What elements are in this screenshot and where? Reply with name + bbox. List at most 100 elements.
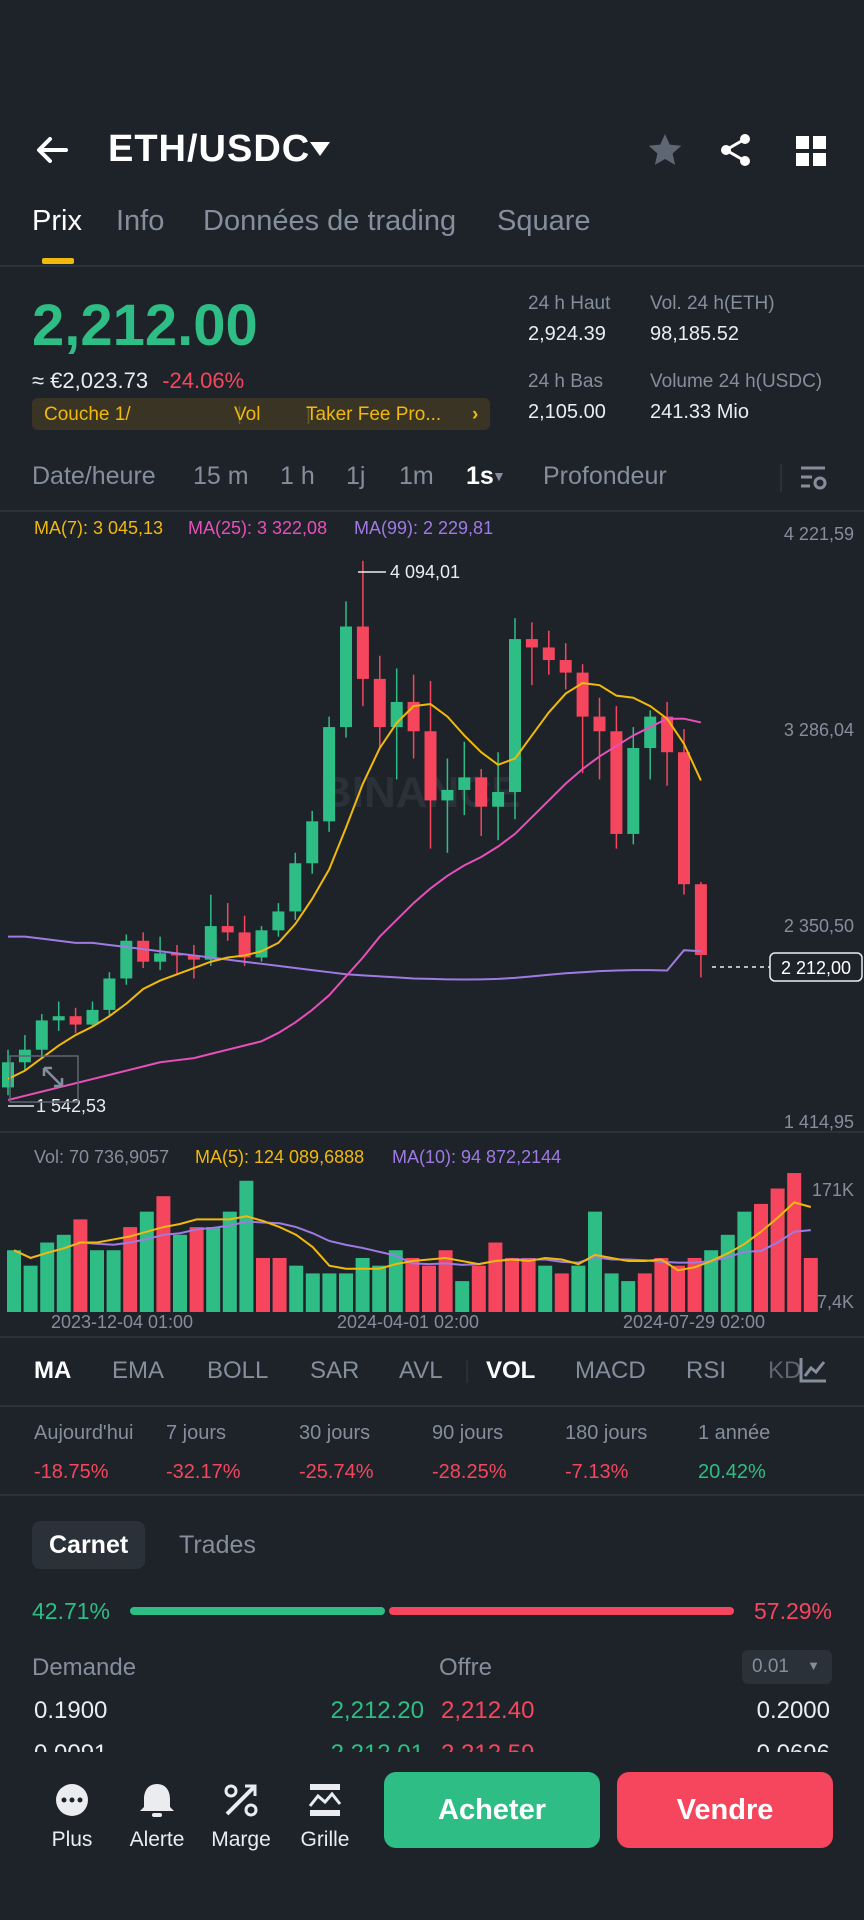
caret-down-icon[interactable] <box>308 140 332 158</box>
indicator-boll[interactable]: BOLL <box>207 1357 269 1384</box>
divider <box>0 1494 864 1496</box>
volume-bar <box>239 1180 254 1312</box>
divider <box>0 510 864 512</box>
pair-title[interactable]: ETH/USDC <box>108 128 311 170</box>
volume-bar <box>521 1257 536 1312</box>
candle <box>154 936 167 971</box>
volume-bar <box>355 1257 370 1312</box>
candle <box>255 926 268 962</box>
sell-button[interactable]: Vendre <box>617 1772 833 1848</box>
expand-icon[interactable] <box>9 1055 79 1103</box>
ma25-label: MA(25): 3 322,08 <box>188 518 327 538</box>
price-axis-label: 4 221,59 <box>784 524 854 544</box>
interval-1m[interactable]: 1m <box>399 462 434 490</box>
candle <box>661 701 674 786</box>
tag-taker-fee[interactable]: Taker Fee Pro... <box>306 404 442 425</box>
candle <box>238 915 251 966</box>
vol-ma10-label: MA(10): 94 872,2144 <box>392 1147 561 1167</box>
vol-eth-label: Vol. 24 h(ETH) <box>650 293 775 314</box>
ask-header: Offre <box>439 1654 492 1681</box>
candle <box>204 894 217 966</box>
nav-margin[interactable]: Marge <box>201 1780 281 1852</box>
tab-orderbook[interactable]: Carnet <box>32 1521 146 1569</box>
perf-7d: 7 jours -32.17% <box>166 1422 241 1483</box>
candle <box>187 944 200 979</box>
indicator-ma[interactable]: MA <box>34 1357 72 1384</box>
candle <box>340 601 352 738</box>
nav-grid[interactable]: Grille <box>285 1780 365 1852</box>
interval-15m[interactable]: 15 m <box>193 462 249 490</box>
back-arrow-icon[interactable] <box>34 132 70 168</box>
interval-depth[interactable]: Profondeur <box>543 462 667 490</box>
volume-bar <box>339 1273 353 1312</box>
volume-bar <box>637 1273 652 1312</box>
candle <box>525 622 538 686</box>
tab-prix[interactable]: Prix <box>32 205 82 237</box>
orderbook-row[interactable]: 0.1900 2,212.20 2,212.40 0.2000 <box>34 1697 830 1724</box>
grid-layout-icon[interactable] <box>794 134 828 168</box>
candle <box>2 1049 14 1096</box>
fiat-price-row: ≈ €2,023.73 -24.06% <box>32 368 244 394</box>
indicator-settings-icon[interactable] <box>798 1356 828 1384</box>
tab-square[interactable]: Square <box>497 205 591 237</box>
depth-select[interactable]: 0.01 ▼ <box>742 1650 832 1684</box>
volume-bar <box>754 1203 768 1312</box>
indicator-ema[interactable]: EMA <box>112 1357 165 1384</box>
volume-bar <box>139 1211 154 1312</box>
volume-bar <box>621 1281 636 1312</box>
volume-bar <box>73 1219 88 1312</box>
volume-bar <box>123 1227 138 1312</box>
volume-bar <box>106 1250 121 1312</box>
volume-bar <box>23 1265 38 1312</box>
favorite-star-icon[interactable] <box>646 132 684 168</box>
ma99-label: MA(99): 2 229,81 <box>354 518 493 538</box>
top-bar: ETH/USDC <box>0 110 864 190</box>
divider <box>780 464 782 492</box>
volume-bar <box>704 1250 719 1312</box>
tag-vol[interactable]: Vol <box>234 404 261 425</box>
candle <box>69 1007 82 1033</box>
nav-more[interactable]: Plus <box>32 1780 112 1852</box>
indicator-avl[interactable]: AVL <box>399 1357 443 1384</box>
divider <box>0 1405 864 1407</box>
interval-1s[interactable]: 1s <box>466 462 494 490</box>
vol-eth-value: 98,185.52 <box>650 323 739 345</box>
volume-bar <box>488 1242 503 1312</box>
nav-alert[interactable]: Alerte <box>117 1780 197 1852</box>
watermark: BINANCE <box>320 768 520 817</box>
share-icon[interactable] <box>718 132 754 168</box>
candle <box>103 972 116 1017</box>
price-chart[interactable]: BINANCE MA(7): 3 045,13 MA(25): 3 322,08… <box>0 512 864 1337</box>
interval-datetime[interactable]: Date/heure <box>32 462 156 490</box>
volume-bar <box>222 1211 237 1312</box>
tag-separator: | <box>306 404 311 425</box>
candle <box>627 727 640 845</box>
volume-bar <box>7 1250 21 1312</box>
tag-bar[interactable]: Couche 1/ | Vol | Taker Fee Pro... › <box>32 398 490 430</box>
volume-bar <box>305 1273 320 1312</box>
indicator-vol[interactable]: VOL <box>486 1357 536 1384</box>
indicator-rsi[interactable]: RSI <box>686 1357 727 1384</box>
buy-button[interactable]: Acheter <box>384 1772 600 1848</box>
interval-1h[interactable]: 1 h <box>280 462 315 490</box>
tag-layer1[interactable]: Couche 1/ <box>44 404 131 425</box>
volume-bar <box>173 1234 187 1312</box>
volume-bar <box>405 1257 420 1312</box>
perf-today: Aujourd'hui -18.75% <box>34 1422 134 1483</box>
indicator-sar[interactable]: SAR <box>310 1357 360 1384</box>
low-label: 24 h Bas <box>528 371 603 392</box>
volume-bar <box>455 1281 470 1312</box>
vol-usdc-value: 241.33 Mio <box>650 401 749 423</box>
volume-bar <box>372 1265 387 1312</box>
fiat-price: ≈ €2,023.73 <box>32 368 149 393</box>
tab-info[interactable]: Info <box>116 205 165 237</box>
chart-settings-icon[interactable] <box>798 464 828 492</box>
ask-ratio-bar <box>389 1607 734 1615</box>
interval-1j[interactable]: 1j <box>346 462 366 490</box>
tab-trading-data[interactable]: Données de trading <box>203 205 457 237</box>
indicator-macd[interactable]: MACD <box>575 1357 646 1384</box>
vol-ma5-label: MA(5): 124 089,6888 <box>195 1147 364 1167</box>
indicator-kd[interactable]: KD <box>768 1357 802 1384</box>
tab-trades[interactable]: Trades <box>179 1531 256 1559</box>
candle <box>644 710 657 780</box>
